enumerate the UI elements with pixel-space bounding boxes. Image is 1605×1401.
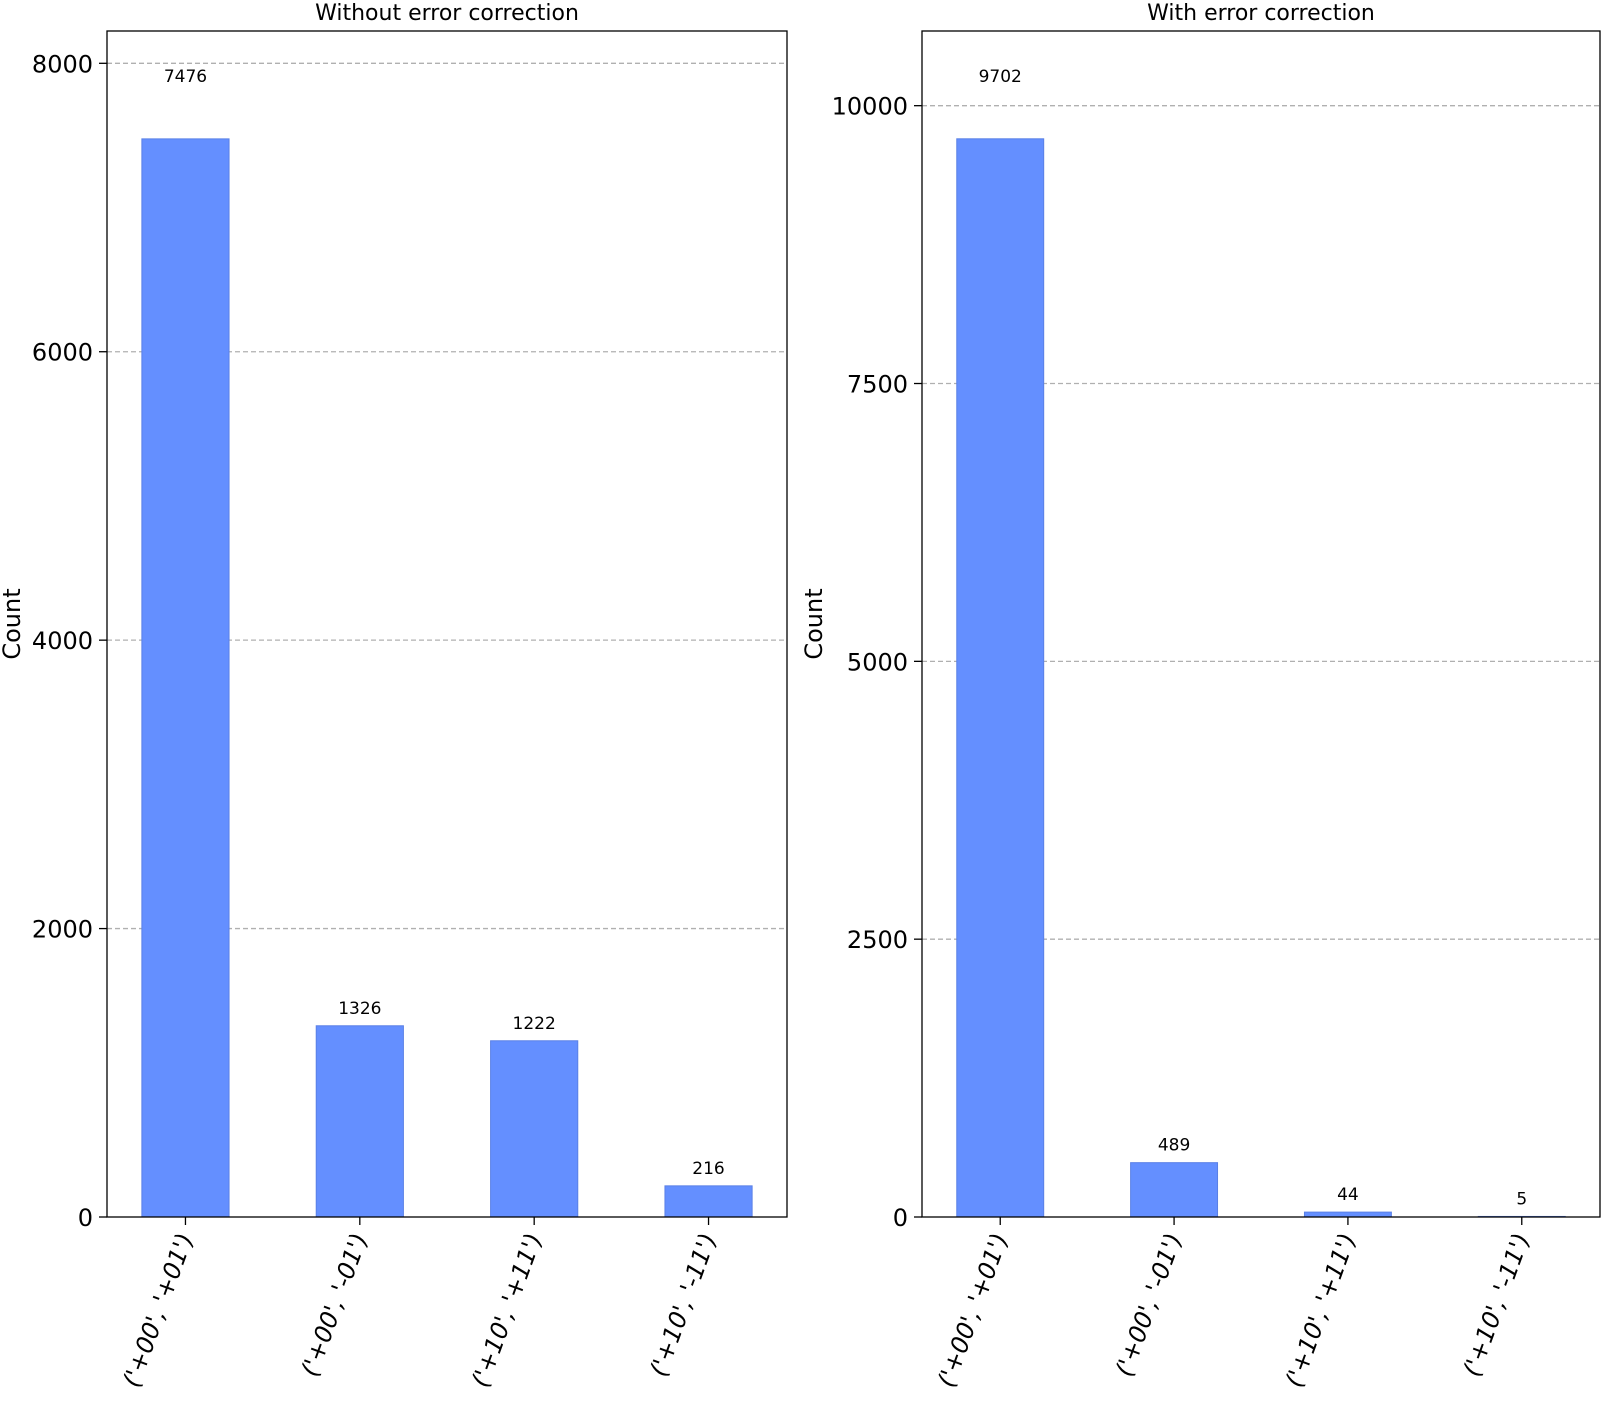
- bar-value-label: 44: [1337, 1185, 1359, 1205]
- y-tick-label: 5000: [847, 648, 908, 676]
- y-tick-label: 2000: [32, 916, 93, 944]
- plot-frame: [106, 30, 788, 1218]
- bar-value-label: 1222: [513, 1014, 556, 1034]
- bar: [1303, 1211, 1392, 1218]
- bar: [664, 1185, 753, 1218]
- bar: [141, 138, 230, 1218]
- bar-value-label: 5: [1516, 1189, 1527, 1209]
- y-tick-label: 6000: [32, 339, 93, 367]
- bar: [315, 1025, 404, 1218]
- y-tick-label: 8000: [32, 50, 93, 78]
- x-tick-label: ('+10', '-11'): [1458, 1229, 1536, 1380]
- y-tick-label: 10000: [832, 93, 908, 121]
- y-tick-label: 0: [78, 1204, 93, 1232]
- x-tick-label: ('+00', '-01'): [296, 1229, 374, 1380]
- bar-value-label: 7476: [164, 67, 207, 87]
- x-tick-label: ('+10', '+11'): [1280, 1229, 1362, 1390]
- bar-value-label: 9702: [979, 67, 1022, 87]
- x-tick-label: ('+00', '+01'): [932, 1229, 1014, 1390]
- bar-value-label: 489: [1158, 1136, 1190, 1156]
- bar: [490, 1040, 579, 1218]
- y-axis-label: Count: [800, 588, 828, 659]
- x-tick-label: ('+10', '-11'): [644, 1229, 722, 1380]
- bar-value-label: 216: [692, 1159, 724, 1179]
- bar: [1130, 1162, 1219, 1218]
- y-tick-label: 2500: [847, 926, 908, 954]
- bar: [956, 138, 1045, 1218]
- chart-title: With error correction: [1147, 1, 1375, 26]
- y-tick-label: 7500: [847, 371, 908, 399]
- x-tick-label: ('+10', '+11'): [466, 1229, 548, 1390]
- chart-title: Without error correction: [315, 1, 579, 26]
- y-axis-label: Count: [0, 588, 26, 659]
- x-tick-label: ('+00', '+01'): [117, 1229, 199, 1390]
- bar-value-label: 1326: [338, 999, 381, 1019]
- plot-frame: [921, 30, 1601, 1218]
- y-tick-label: 4000: [32, 627, 93, 655]
- x-tick-label: ('+00', '-01'): [1110, 1229, 1188, 1380]
- y-tick-label: 0: [893, 1204, 908, 1232]
